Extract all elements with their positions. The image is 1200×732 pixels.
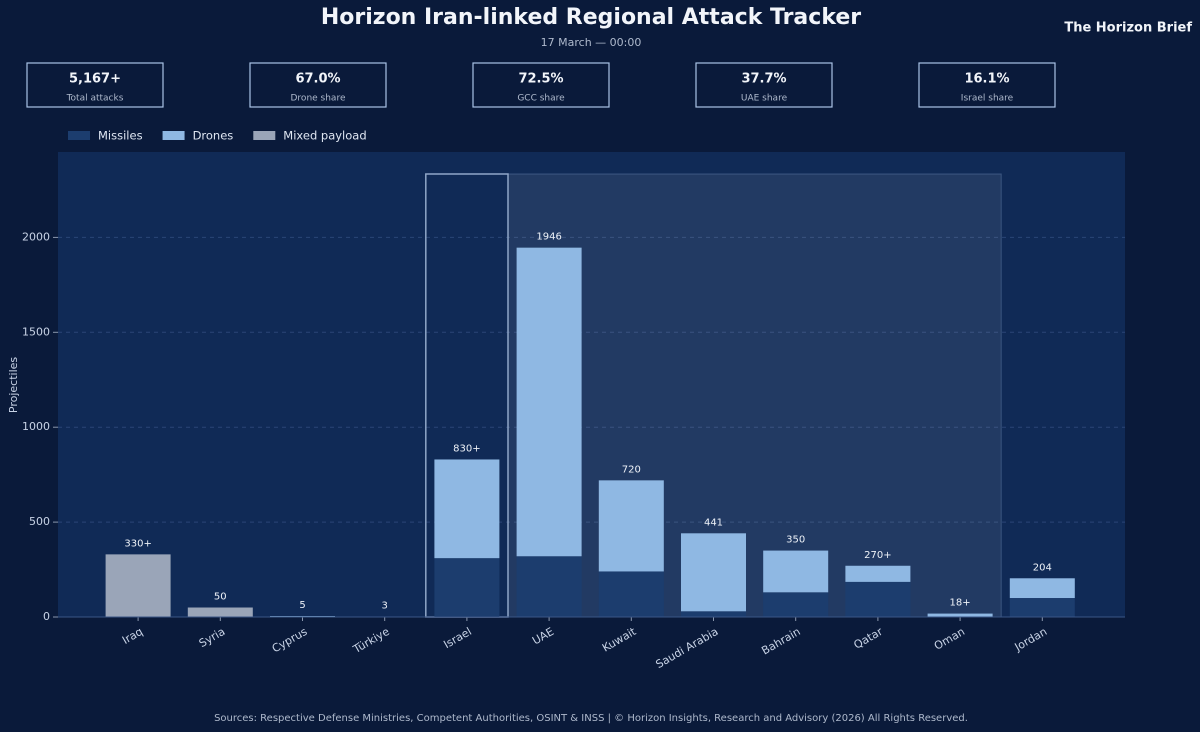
value-label: 270+ [864,550,891,561]
value-label: 5 [299,600,305,611]
value-label: 441 [704,517,723,528]
value-label: 330+ [124,538,151,549]
kpi-label: Total attacks [66,94,124,104]
legend-label: Missiles [98,129,143,143]
gcc-highlight [507,173,1002,618]
bar-segment [434,558,500,617]
kpi-box [695,62,833,108]
bar-segment [187,607,253,617]
bar-segment [516,247,582,557]
value-label: 720 [622,464,641,475]
bar-segment [927,613,993,617]
y-tick-label: 500 [29,515,50,528]
kpi-box [249,62,387,108]
kpi-label: Israel share [961,94,1014,104]
value-label: 18+ [950,598,971,609]
legend-swatch [162,131,185,140]
kpi-label: UAE share [741,94,788,104]
y-tick-label: 0 [43,610,50,623]
y-axis-label: Projectiles [7,357,20,414]
subtitle: 17 March — 00:00 [541,36,642,49]
source: Sources: Respective Defense Ministries, … [214,713,968,724]
value-label: 204 [1033,562,1052,573]
bar-segment [681,611,746,617]
chart-title: Horizon Iran-linked Regional Attack Trac… [321,5,861,30]
legend-label: Mixed payload [283,129,366,143]
kpi-box [918,62,1056,108]
value-label: 50 [214,592,227,603]
bar-segment [681,533,746,612]
kpi-box [26,62,164,108]
bar-segment [763,592,829,617]
bar-segment [598,480,664,572]
kpi-label: GCC share [517,94,565,104]
kpi-value: 72.5% [518,72,563,87]
legend-label: Drones [193,129,234,143]
bar-segment [598,571,664,617]
kpi-box [472,62,610,108]
bar-segment [845,565,911,582]
bar-segment [434,459,500,559]
kpi-value: 67.0% [295,72,340,87]
bar-segment [763,550,829,593]
legend-swatch [68,131,90,140]
brand: The Horizon Brief [1064,21,1192,36]
kpi-value: 16.1% [964,72,1009,87]
value-label: 3 [382,600,388,611]
value-label: 830+ [453,443,480,454]
bar-segment [105,554,171,617]
value-label: 350 [786,535,805,546]
kpi-value: 37.7% [741,72,786,87]
bar-segment [516,556,582,617]
y-tick-label: 1500 [22,325,50,338]
plot-area [58,152,1125,617]
bar-segment [1009,598,1075,617]
value-label: 1946 [536,232,561,243]
legend-swatch [253,131,276,140]
bar-segment [1009,578,1075,599]
y-tick-label: 1000 [22,420,50,433]
kpi-label: Drone share [291,94,346,104]
y-tick-label: 2000 [22,230,50,243]
kpi-value: 5,167+ [69,72,121,87]
bar-segment [845,581,911,617]
